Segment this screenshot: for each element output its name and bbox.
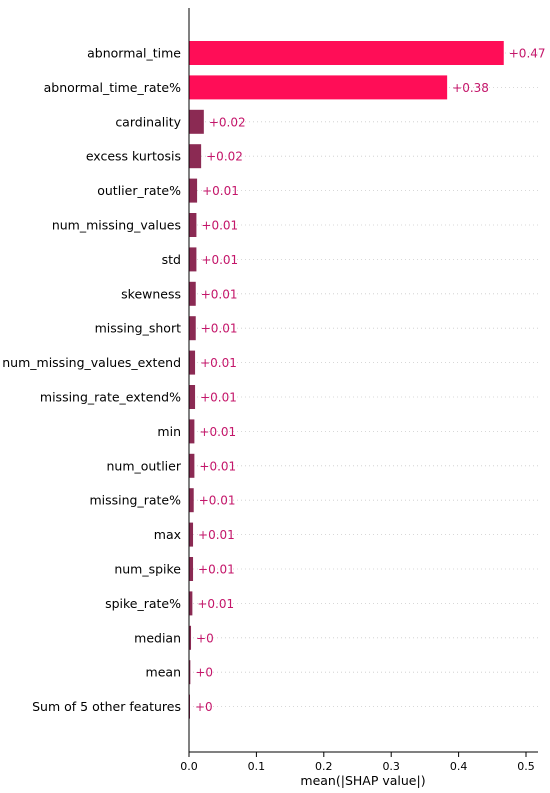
bar-cat-15 [189, 557, 194, 581]
category-label: num_missing_values_extend [2, 355, 181, 370]
bar-cat-6 [189, 247, 197, 272]
category-label: mean [146, 665, 181, 680]
category-label: skewness [121, 286, 181, 301]
bar-cat-4 [189, 178, 198, 203]
x-axis-label: mean(|SHAP value|) [300, 773, 425, 788]
value-label: +0.38 [452, 81, 489, 95]
category-label: max [154, 527, 181, 542]
bar-cat-11 [189, 419, 195, 444]
bar-cat-3 [189, 144, 202, 169]
value-label: +0.01 [201, 287, 238, 301]
value-label: +0.01 [201, 219, 238, 233]
category-labels: abnormal_time abnormal_time_rate% cardinal… [2, 46, 182, 715]
value-label: +0.02 [206, 150, 243, 164]
value-label: +0.01 [201, 253, 238, 267]
x-ticks: 0.0 0.1 0.2 0.3 0.4 0.5 [180, 752, 535, 773]
bar-cat-5 [189, 213, 197, 237]
value-label: +0.47 [509, 47, 546, 61]
bar-cat-10 [189, 385, 196, 409]
bar-cat-16 [189, 591, 193, 616]
category-label: num_outlier [106, 458, 181, 473]
bar-cat-1 [189, 75, 448, 100]
category-label: excess kurtosis [86, 149, 181, 164]
x-tick-label: 0.4 [450, 760, 468, 773]
x-tick-label: 0.2 [315, 760, 333, 773]
category-label: Sum of 5 other features [32, 699, 181, 714]
bar-cat-0 [189, 41, 504, 65]
bar-cat-7 [189, 281, 196, 306]
x-tick-label: 0.3 [382, 760, 400, 773]
bar-cat-17 [189, 625, 192, 650]
category-label: missing_rate% [89, 493, 181, 508]
category-label: outlier_rate% [97, 183, 181, 198]
x-tick-label: 0.5 [517, 760, 535, 773]
value-label: +0.01 [199, 494, 236, 508]
category-label: std [162, 252, 181, 267]
category-label: min [157, 424, 181, 439]
category-label: missing_short [95, 321, 181, 336]
value-label: +0.01 [198, 528, 235, 542]
value-label: +0.01 [201, 322, 238, 336]
bar-cat-8 [189, 316, 196, 341]
value-label: +0 [195, 700, 213, 714]
value-label: +0.01 [202, 184, 239, 198]
value-label: +0 [196, 631, 214, 645]
value-label: +0.01 [200, 391, 237, 405]
value-label: +0.01 [200, 356, 237, 370]
x-tick-label: 0.1 [248, 760, 266, 773]
bar-cat-9 [189, 350, 196, 375]
axes [188, 8, 538, 753]
value-labels: +0.47 +0.38 +0.02 +0.02 +0.01 +0.01 +0.01 +0.01… [195, 47, 546, 715]
value-label: +0.01 [197, 597, 234, 611]
category-label: abnormal_time [87, 46, 181, 61]
x-tick-label: 0.0 [180, 760, 198, 773]
bar-cat-14 [189, 522, 194, 547]
value-label: +0.01 [199, 425, 236, 439]
category-label: num_missing_values [52, 218, 181, 233]
bar-cat-13 [189, 488, 194, 513]
value-label: +0.01 [199, 459, 236, 473]
category-label: num_spike [114, 562, 181, 577]
category-label: missing_rate_extend% [40, 390, 181, 405]
bar-cat-12 [189, 453, 195, 478]
category-label: cardinality [115, 114, 181, 129]
bar-layer [189, 41, 504, 719]
value-label: +0.01 [198, 563, 235, 577]
category-label: median [134, 630, 181, 645]
bar-cat-2 [189, 109, 204, 134]
category-label: spike_rate% [105, 596, 181, 611]
value-label: +0 [195, 666, 213, 680]
value-label: +0.02 [209, 115, 246, 129]
category-label: abnormal_time_rate% [44, 80, 182, 95]
bar-cat-18 [189, 660, 191, 685]
